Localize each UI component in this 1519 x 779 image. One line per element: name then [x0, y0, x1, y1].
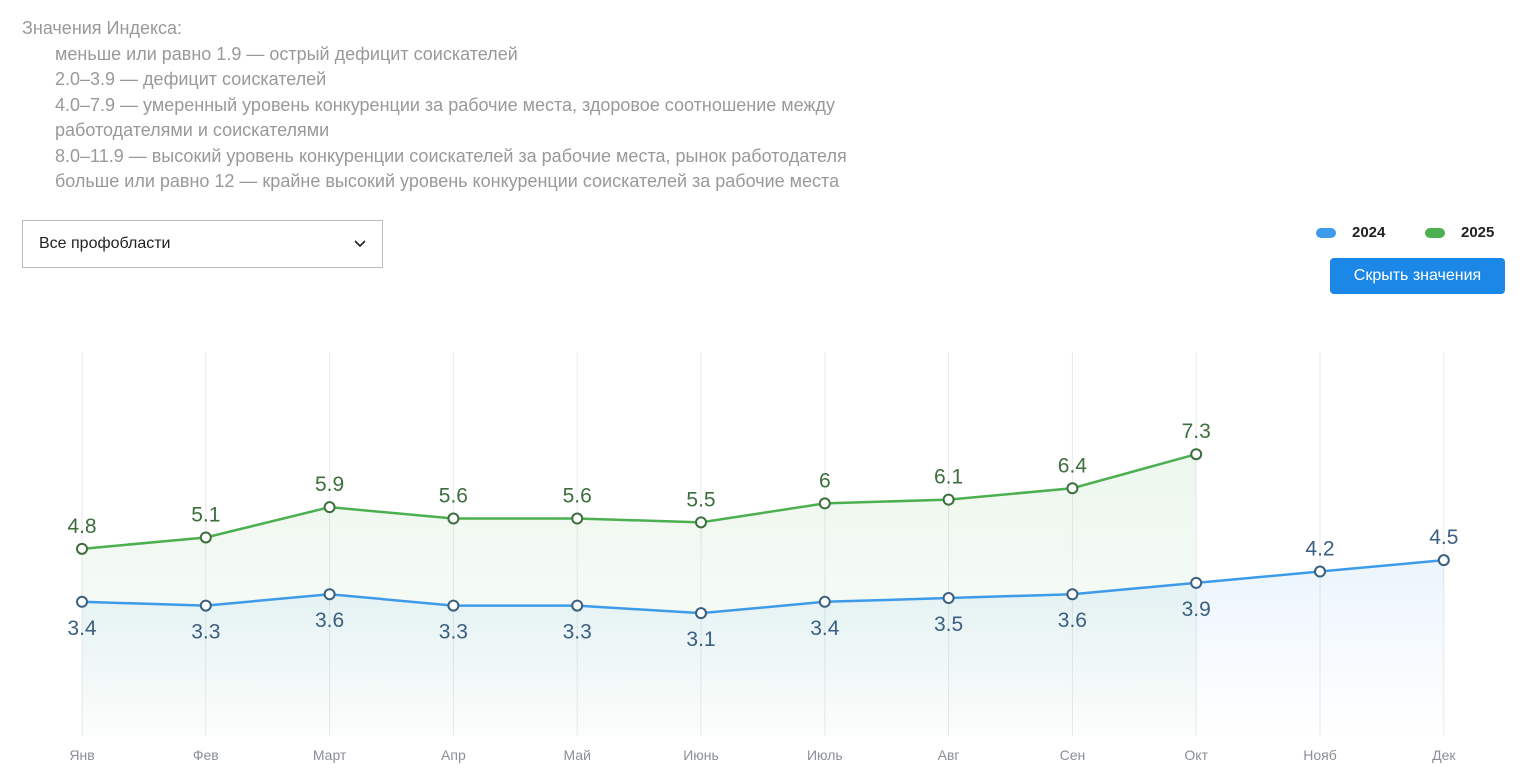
legend-item: меньше или равно 1.9 — острый дефицит со…	[55, 43, 518, 64]
data-label: 4.5	[1429, 526, 1458, 549]
data-point[interactable]	[76, 542, 88, 555]
legend-2024[interactable]: 2024	[1316, 224, 1385, 241]
data-label: 6	[819, 469, 831, 492]
data-point[interactable]	[1190, 448, 1203, 461]
data-label: 3.6	[1058, 609, 1087, 632]
data-point[interactable]	[323, 588, 336, 601]
x-tick-label: Март	[313, 747, 347, 763]
hide-values-button[interactable]: Скрыть значения	[1330, 258, 1505, 294]
legend-title: Значения Индекса:	[22, 18, 183, 38]
data-point[interactable]	[1314, 565, 1326, 578]
data-label: 3.1	[686, 628, 715, 651]
legend-label: 2024	[1352, 224, 1386, 241]
data-label: 3.3	[563, 621, 592, 644]
legend-label: 2025	[1461, 224, 1495, 241]
data-label: 4.2	[1305, 538, 1334, 561]
x-tick-label: Июль	[807, 747, 843, 763]
data-label: 3.3	[191, 621, 220, 644]
series-line-2024	[81, 558, 1444, 615]
legend-swatch-2025	[1425, 227, 1445, 238]
data-point[interactable]	[818, 595, 831, 608]
data-label: 3.5	[934, 613, 963, 636]
x-tick-label: Нояб	[1303, 747, 1337, 763]
data-label: 6.4	[1058, 454, 1088, 477]
data-point[interactable]	[323, 501, 336, 514]
x-tick-label: Авг	[938, 747, 960, 763]
data-point[interactable]	[1437, 554, 1450, 567]
data-label: 5.1	[191, 503, 220, 526]
legend-swatch-2024	[1316, 227, 1336, 238]
data-label: 3.4	[67, 617, 97, 640]
x-tick-label: Фев	[193, 747, 219, 763]
profarea-select[interactable]: Все профобласти	[22, 220, 383, 268]
data-point[interactable]	[571, 599, 584, 612]
data-label: 3.4	[810, 617, 840, 640]
chevron-down-icon	[354, 240, 366, 248]
data-label: 5.6	[563, 485, 592, 508]
data-point[interactable]	[571, 512, 584, 525]
data-point[interactable]	[76, 595, 88, 608]
legend-item: 8.0–11.9 — высокий уровень конкуренции с…	[55, 145, 847, 166]
data-label: 5.6	[439, 485, 468, 508]
index-legend: Значения Индекса: меньше или равно 1.9 —…	[22, 16, 847, 195]
data-point[interactable]	[447, 512, 460, 525]
data-point[interactable]	[199, 599, 212, 612]
data-label: 5.9	[315, 473, 344, 496]
data-point[interactable]	[695, 516, 707, 529]
legend-item: 2.0–3.9 — дефицит соискателей	[55, 69, 327, 89]
data-label: 7.3	[1182, 420, 1211, 443]
legend-item: 4.0–7.9 — умеренный уровень конкуренции …	[55, 94, 836, 115]
data-point[interactable]	[1066, 482, 1079, 495]
data-label: 3.6	[315, 609, 344, 632]
x-tick-label: Апр	[441, 747, 466, 763]
x-tick-label: Сен	[1060, 747, 1086, 763]
data-label: 3.9	[1182, 598, 1211, 621]
data-point[interactable]	[447, 599, 460, 612]
series-line-2025	[81, 452, 1197, 551]
x-tick-label: Окт	[1184, 747, 1208, 763]
data-point[interactable]	[199, 531, 212, 544]
data-label: 6.1	[934, 466, 963, 489]
legend-item: работодателями и соискателями	[55, 120, 330, 140]
data-label: 3.3	[439, 621, 468, 644]
x-tick-label: Янв	[69, 747, 94, 763]
data-point[interactable]	[942, 592, 955, 605]
x-tick-label: Май	[563, 747, 590, 763]
x-tick-label: Дек	[1432, 747, 1456, 763]
data-label: 4.8	[67, 515, 96, 538]
data-point[interactable]	[1190, 576, 1203, 589]
data-point[interactable]	[695, 607, 707, 620]
area-2024	[82, 560, 1444, 736]
legend-item: больше или равно 12 — крайне высокий уро…	[55, 171, 840, 191]
profarea-select-value: Все профобласти	[39, 235, 171, 252]
x-tick-label: Июнь	[683, 747, 719, 763]
data-point[interactable]	[942, 493, 955, 506]
data-point[interactable]	[1066, 588, 1079, 601]
legend-2025[interactable]: 2025	[1425, 224, 1494, 241]
data-point[interactable]	[818, 497, 831, 510]
data-label: 5.5	[686, 488, 715, 511]
